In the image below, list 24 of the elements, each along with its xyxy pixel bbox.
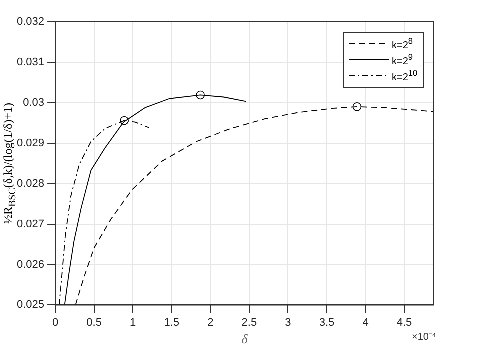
- legend-label: k=2$^{8}$: [392, 36, 414, 52]
- x-tick-label: 0.5: [86, 316, 102, 329]
- y-tick-label: 0.025: [16, 299, 45, 312]
- x-tick-label: 3.5: [319, 316, 335, 329]
- y-tick-label: 0.028: [16, 178, 45, 190]
- x-tick-label: 2.5: [242, 316, 258, 329]
- x-axis-title: δ: [242, 332, 249, 347]
- x-tick-label: 1: [130, 316, 136, 329]
- x-tick-label: 3: [285, 316, 292, 329]
- y-tick-label: 0.03: [23, 96, 45, 109]
- legend-label: k=2$^{10}$: [392, 68, 418, 84]
- text: ×10⁻⁴: [412, 331, 436, 344]
- y-tick-label: 0.031: [16, 56, 45, 68]
- x-tick-label: 2: [208, 316, 214, 329]
- point: [352, 102, 362, 112]
- x-tick-label: 1.5: [164, 316, 180, 329]
- y-tick-label: 0.027: [16, 218, 45, 230]
- x-tick-label: 0: [52, 316, 59, 329]
- y-tick-label: 0.029: [16, 137, 45, 150]
- x-tick-label: 4: [362, 316, 369, 329]
- legend-label: k=2$^{9}$: [392, 52, 414, 68]
- y-tick-label: 0.032: [16, 16, 45, 28]
- x-tick-label: 4.5: [396, 316, 412, 329]
- y-tick-label: 0.026: [16, 258, 45, 271]
